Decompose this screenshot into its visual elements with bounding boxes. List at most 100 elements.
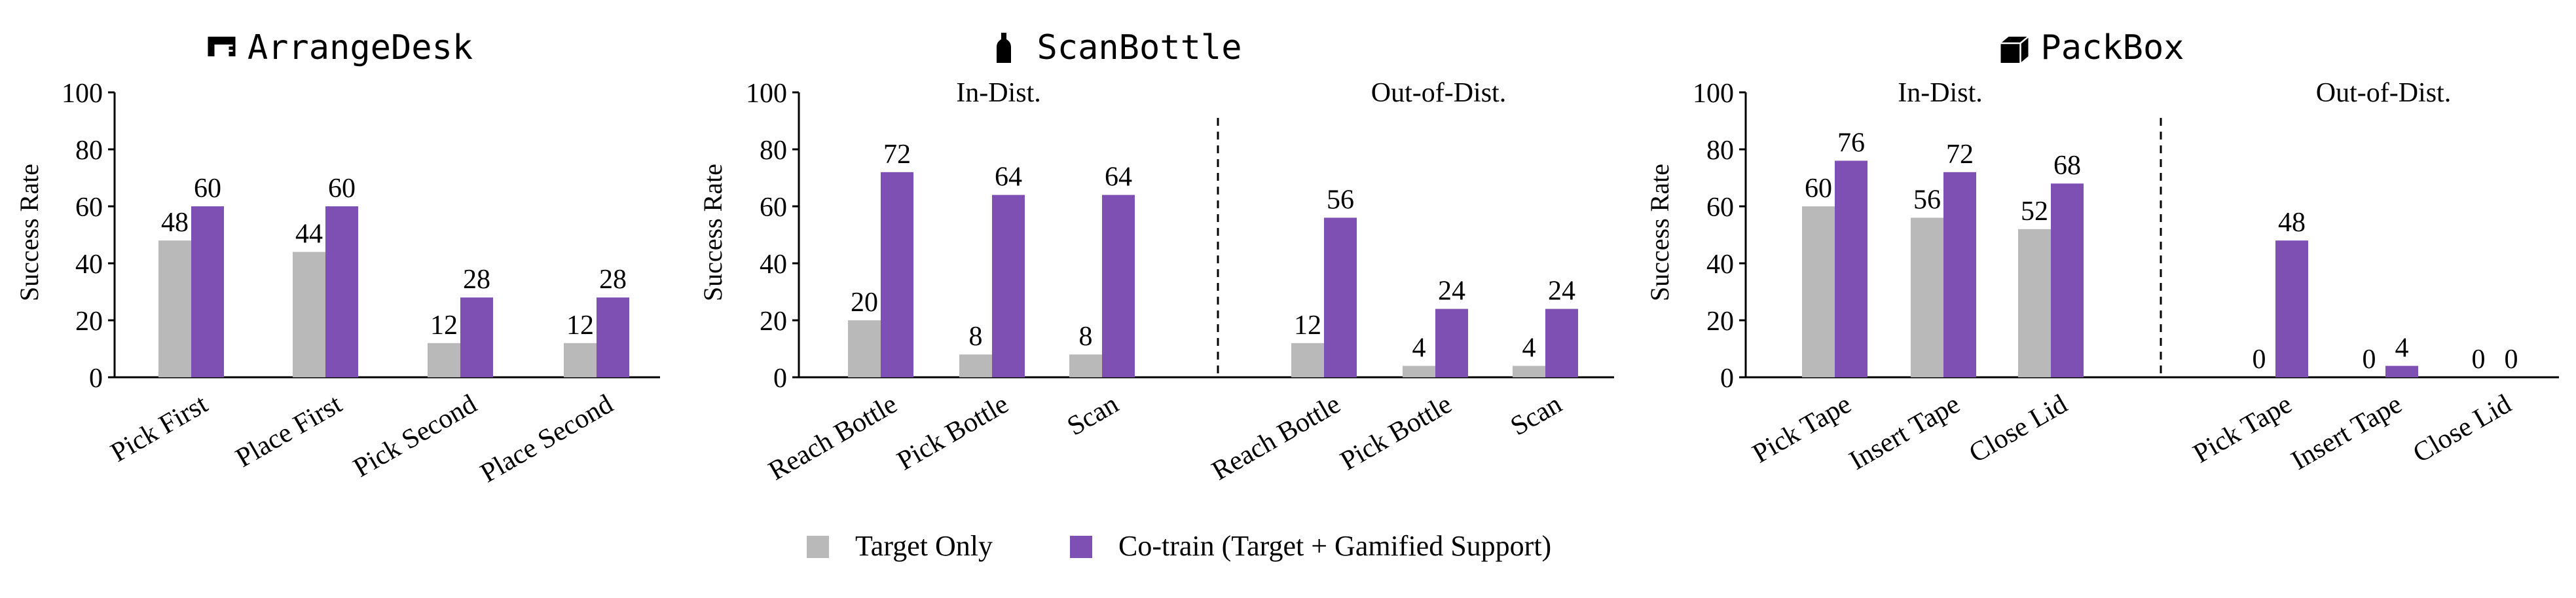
y-tick-label: 0 [773,364,787,394]
data-label-cotrain: 0 [2505,345,2518,375]
bar-target-only [1069,354,1102,377]
group-label: In-Dist. [956,78,1041,108]
bar-cotrain [1943,172,1976,377]
x-tick-label: Pick Second [348,389,482,483]
data-label-cotrain: 76 [1837,128,1865,158]
bar-target-only [1911,217,1943,377]
legend-swatch-cotrain [1070,536,1092,558]
data-label-cotrain: 56 [1327,185,1354,215]
legend: Target Only Co-train (Target + Gamified … [807,530,1551,562]
data-label-cotrain: 28 [599,265,627,295]
x-tick-label: Insert Tape [1845,389,1965,476]
x-tick-label: Pick Tape [1748,389,1856,470]
chart-title: ScanBottle [1037,28,1242,67]
bar-cotrain [2275,240,2308,377]
y-tick-label: 0 [89,364,103,394]
data-label-target-only: 4 [1412,333,1426,364]
y-tick-label: 80 [75,136,103,166]
group-label: Out-of-Dist. [2316,78,2451,108]
data-label-cotrain: 24 [1548,276,1575,307]
y-axis-label: Success Rate [698,164,727,301]
data-label-target-only: 44 [295,219,323,250]
data-label-target-only: 0 [2253,345,2266,375]
y-axis-label: Success Rate [1645,164,1674,301]
y-tick-label: 20 [760,307,787,337]
y-tick-label: 0 [1720,364,1734,394]
data-label-target-only: 12 [430,310,458,341]
bar-target-only [1513,365,1545,377]
x-tick-label: Close Lid [1964,389,2072,469]
y-tick-label: 20 [75,307,103,337]
y-tick-label: 40 [760,250,787,280]
y-tick-label: 100 [1693,79,1734,109]
bar-cotrain [325,206,358,377]
data-label-cotrain: 68 [2053,151,2081,181]
y-tick-label: 20 [1706,307,1734,337]
x-tick-label: Place Second [475,389,618,489]
data-label-cotrain: 64 [995,162,1022,193]
bar-target-only [428,343,460,377]
chart-title: PackBox [2040,28,2184,67]
data-label-target-only: 12 [566,310,594,341]
bar-target-only [2018,229,2051,377]
bar-cotrain [2051,183,2084,377]
data-label-target-only: 8 [969,322,983,352]
bar-target-only [1291,343,1324,377]
bar-cotrain [1324,217,1357,377]
data-label-target-only: 12 [1294,310,1321,341]
data-label-target-only: 4 [1522,333,1536,364]
bar-target-only [293,252,325,377]
bar-cotrain [1435,308,1468,377]
x-tick-label: Reach Bottle [764,389,902,487]
data-label-cotrain: 24 [1438,276,1465,307]
x-tick-label: Close Lid [2408,389,2516,469]
data-label-cotrain: 28 [463,265,490,295]
x-tick-label: Insert Tape [2287,389,2407,476]
bar-target-only [158,240,191,377]
bar-cotrain [1545,308,1578,377]
y-tick-label: 60 [75,193,103,223]
legend-swatch-target [807,536,829,558]
chart-title: ArrangeDesk [248,28,473,67]
x-tick-label: Scan [1505,389,1567,442]
bar-cotrain [460,297,493,377]
y-tick-label: 80 [760,136,787,166]
data-label-cotrain: 60 [328,174,356,204]
bar-cotrain [992,195,1025,377]
bar-cotrain [881,172,913,377]
bar-cotrain [2385,365,2418,377]
x-tick-label: Pick First [106,389,213,468]
y-tick-label: 40 [1706,250,1734,280]
data-label-cotrain: 72 [883,140,911,170]
legend-label-target: Target Only [855,530,993,562]
data-label-target-only: 52 [2021,196,2048,227]
data-label-target-only: 48 [161,208,189,238]
data-label-target-only: 8 [1079,322,1093,352]
y-tick-label: 100 [746,79,787,109]
y-tick-label: 80 [1706,136,1734,166]
box-edges [2000,36,2029,63]
desk-drawer-line [227,50,233,52]
group-label: In-Dist. [1898,78,1983,108]
x-tick-label: Reach Bottle [1207,389,1346,487]
data-label-cotrain: 60 [194,174,221,204]
bar-target-only [848,320,881,377]
bottle-icon [997,33,1011,63]
data-label-target-only: 56 [1913,185,1941,215]
y-tick-label: 60 [1706,193,1734,223]
bar-cotrain [191,206,224,377]
data-label-cotrain: 72 [1946,140,1974,170]
x-tick-label: Pick Bottle [1335,389,1457,477]
bar-target-only [564,343,597,377]
desk-icon [208,37,236,56]
data-label-target-only: 60 [1805,174,1832,204]
bar-target-only [1403,365,1435,377]
y-axis-label: Success Rate [14,164,44,301]
chart-panel-scanbottle: ScanBottle Success Rate 0 20 40 60 80 100 In-Dis… [698,28,1614,487]
bar-cotrain [1102,195,1135,377]
y-tick-label: 40 [75,250,103,280]
y-tick-label: 100 [62,79,103,109]
legend-label-cotrain: Co-train (Target + Gamified Support) [1118,530,1551,562]
